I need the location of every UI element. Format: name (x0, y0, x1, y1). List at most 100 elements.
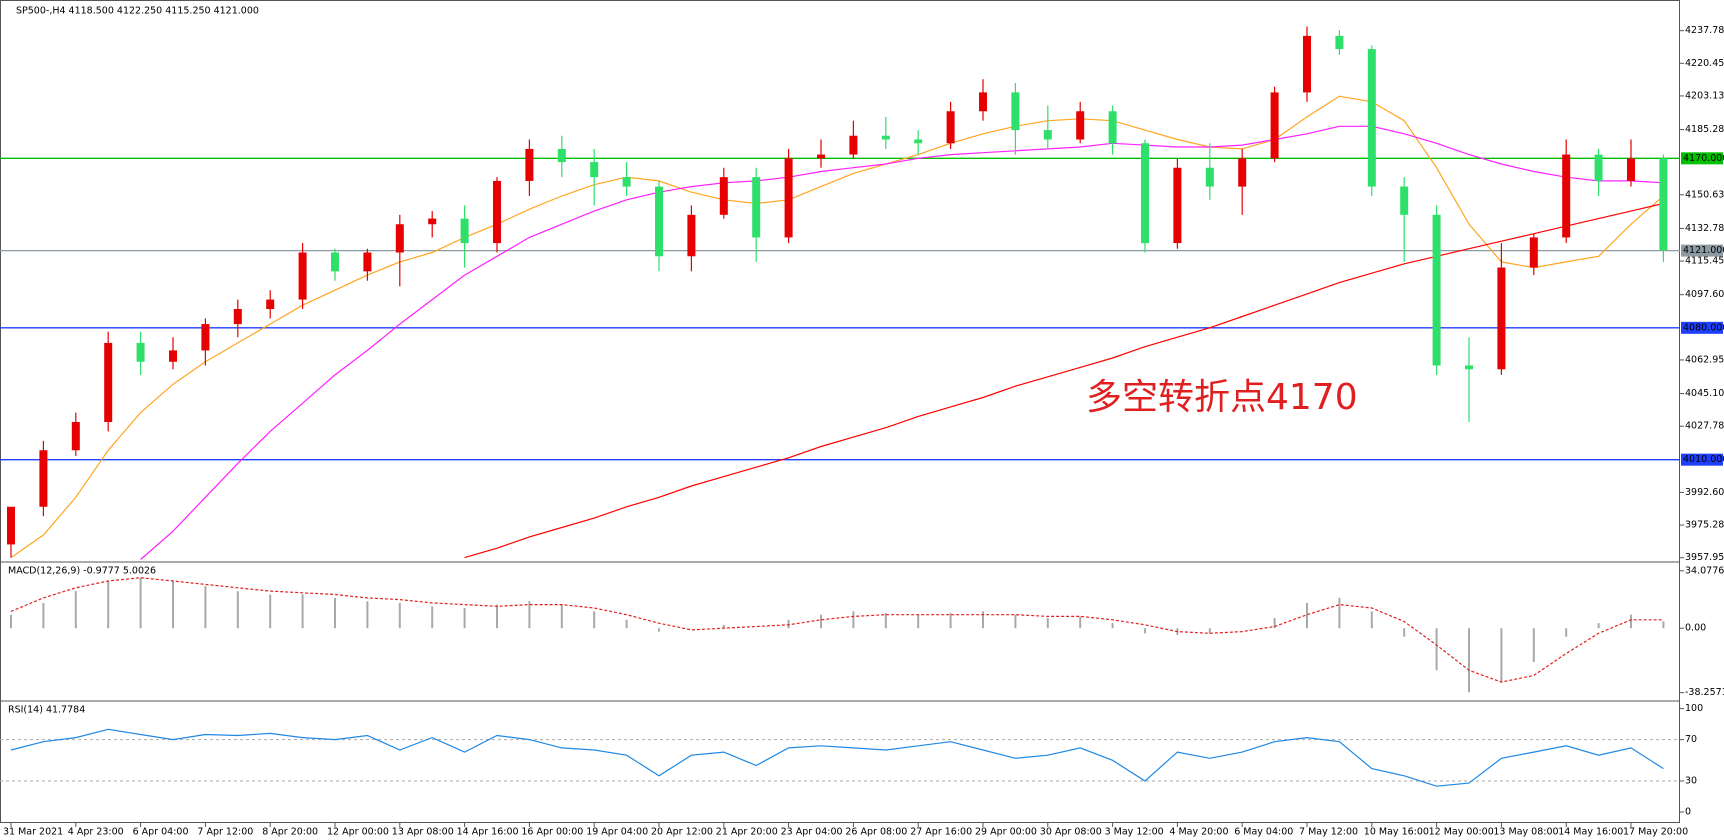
moving-average (140, 125, 1664, 560)
candle-body (1141, 143, 1149, 244)
candle-body (1303, 35, 1311, 93)
moving-average (464, 202, 1664, 559)
y-tick-label: 4150.630 (1685, 189, 1724, 200)
y-tick-label: 4045.105 (1685, 388, 1724, 399)
candle-body (655, 186, 663, 257)
candle-body (881, 135, 890, 140)
x-tick-label: 6 Apr 04:00 (133, 827, 189, 838)
candle-body (946, 111, 955, 144)
x-tick-label: 7 Apr 12:00 (197, 827, 253, 838)
candle-body (1562, 154, 1571, 238)
x-tick-label: 30 Apr 08:00 (1040, 827, 1102, 838)
candle-body (363, 252, 372, 272)
y-tick-label: 4132.780 (1685, 223, 1724, 234)
candle-body (1238, 158, 1247, 187)
rsi-title: RSI(14) 41.7784 (8, 705, 85, 716)
x-tick-label: 4 May 20:00 (1169, 827, 1228, 838)
candle-body (1043, 130, 1052, 140)
candle-body (1529, 237, 1538, 268)
x-tick-label: 27 Apr 16:00 (910, 827, 972, 838)
y-tick-label: 30 (1685, 776, 1697, 787)
x-tick-label: 16 Apr 00:00 (521, 827, 583, 838)
candle-body (1627, 158, 1635, 181)
candle-body (331, 252, 339, 272)
x-tick-label: 8 Apr 20:00 (262, 827, 318, 838)
x-tick-label: 7 May 12:00 (1299, 827, 1358, 838)
y-tick-label: 4185.280 (1685, 124, 1724, 135)
macd-title: MACD(12,26,9) -0.9777 5.0026 (8, 566, 156, 577)
candle-body (849, 135, 858, 155)
candle-body (1270, 92, 1279, 159)
y-tick-label: 3992.605 (1685, 487, 1724, 498)
candle-body (719, 177, 728, 215)
candle-body (136, 342, 145, 362)
candle-body (7, 506, 15, 545)
plot-frame (0, 0, 1680, 823)
y-tick-label: 100 (1685, 703, 1703, 714)
x-tick-label: 4 Apr 23:00 (68, 827, 124, 838)
candle-body (1205, 167, 1214, 187)
y-tick-label: 34.0776 (1685, 565, 1724, 576)
moving-average (10, 95, 1664, 559)
x-tick-label: 26 Apr 08:00 (845, 827, 907, 838)
level-label-box (1681, 152, 1723, 165)
candle-body (298, 252, 307, 300)
x-tick-label: 13 Apr 08:00 (392, 827, 454, 838)
y-tick-label: 3975.280 (1685, 520, 1724, 531)
candle-body (71, 422, 80, 451)
candle-body (1432, 214, 1441, 366)
macd-signal (10, 577, 1664, 683)
candle-body (817, 154, 825, 159)
y-tick-label: 4237.780 (1685, 25, 1724, 36)
candle-body (1594, 154, 1603, 181)
candle-body (1173, 167, 1182, 244)
candle-body (622, 177, 631, 187)
y-tick-label: 0.00 (1685, 623, 1706, 634)
candle-body (590, 162, 599, 178)
candle-body (104, 342, 113, 423)
x-tick-label: 29 Apr 00:00 (975, 827, 1037, 838)
level-label: 4121.000 (1683, 245, 1724, 256)
level-label-box (1681, 453, 1723, 466)
candle-body (460, 218, 469, 244)
candle-body (266, 299, 275, 309)
candle-body (169, 350, 177, 362)
y-tick-label: 0 (1685, 807, 1691, 818)
candle-body (1497, 267, 1506, 370)
y-tick-label: 4097.605 (1685, 289, 1724, 300)
candle-body (752, 177, 761, 238)
level-label: 4080.000 (1683, 322, 1724, 333)
candle-body (428, 218, 437, 225)
x-tick-label: 14 Apr 16:00 (457, 827, 519, 838)
candle-body (557, 148, 566, 163)
y-tick-label: 4203.130 (1685, 90, 1724, 101)
candle-body (1400, 186, 1409, 215)
level-label: 4010.000 (1683, 454, 1724, 465)
candle-body (687, 214, 696, 257)
candle-body (1659, 158, 1668, 251)
y-tick-label: 4115.455 (1685, 256, 1724, 267)
y-tick-label: 4220.455 (1685, 58, 1724, 69)
x-tick-label: 21 Apr 20:00 (716, 827, 778, 838)
candle-body (1465, 365, 1473, 370)
x-tick-label: 19 Apr 04:00 (586, 827, 648, 838)
chart-title: SP500-,H4 4118.500 4122.250 4115.250 412… (16, 6, 259, 17)
candle-body (493, 180, 501, 244)
x-tick-label: 3 May 12:00 (1105, 827, 1164, 838)
candle-body (525, 148, 534, 181)
annotation: 多空转折点4170 (1086, 377, 1358, 418)
x-tick-label: 31 Mar 2021 (3, 827, 63, 838)
y-tick-label: 4062.955 (1685, 354, 1724, 365)
x-tick-label: 10 May 16:00 (1364, 827, 1429, 838)
candle-body (1335, 35, 1344, 50)
candle-body (914, 139, 923, 144)
candle-body (1367, 49, 1376, 187)
x-tick-label: 23 Apr 04:00 (781, 827, 843, 838)
level-label-box (1681, 244, 1723, 257)
x-tick-label: 17 May 20:00 (1623, 827, 1688, 838)
x-tick-label: 13 May 08:00 (1493, 827, 1558, 838)
x-tick-label: 6 May 04:00 (1234, 827, 1293, 838)
y-tick-label: 3957.955 (1685, 552, 1724, 563)
level-label-box (1681, 321, 1723, 334)
